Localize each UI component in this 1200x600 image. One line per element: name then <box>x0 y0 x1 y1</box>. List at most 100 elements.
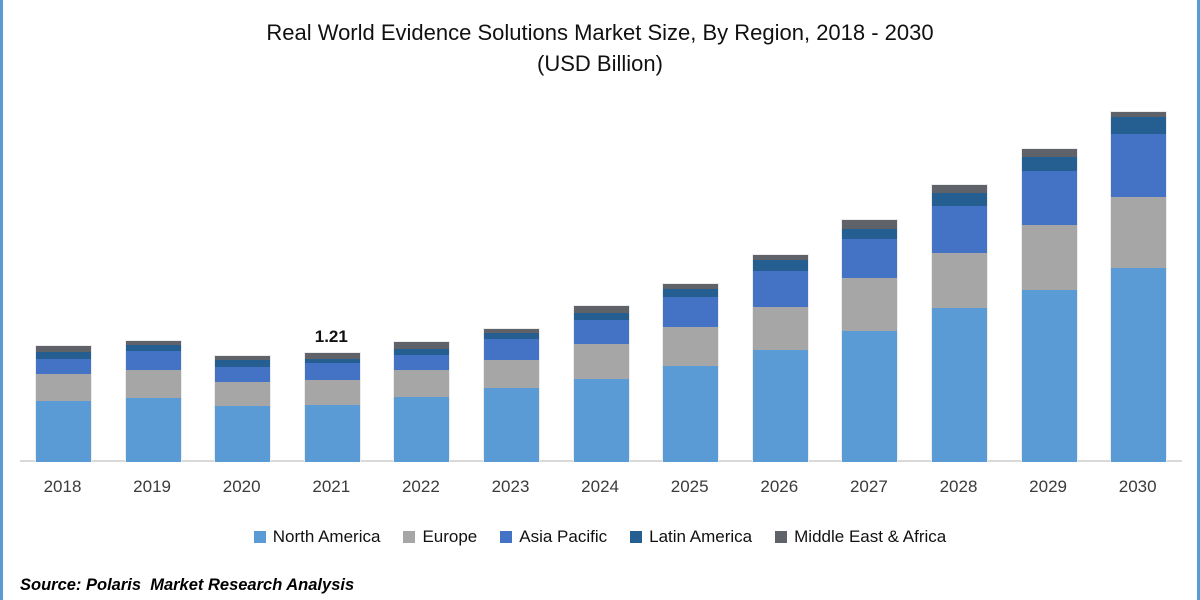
legend-marker-icon <box>630 531 643 543</box>
segment-middle-east-africa-2018 <box>36 345 91 353</box>
segment-europe-2022 <box>394 370 450 398</box>
segment-europe-2030 <box>1111 197 1167 268</box>
bar-2022 <box>393 341 451 462</box>
legend-label: Asia Pacific <box>519 527 608 546</box>
segment-europe-2028 <box>932 253 987 309</box>
segment-middle-east-africa-2026 <box>752 255 808 261</box>
segment-north-america-2018 <box>36 400 91 462</box>
segment-asia-pacific-2024 <box>573 319 629 345</box>
legend-marker-icon <box>253 531 266 543</box>
chart-title-line1: Real World Evidence Solutions Market Siz… <box>266 20 934 45</box>
segment-europe-2024 <box>573 344 629 380</box>
x-axis-label-2022: 2022 <box>401 477 440 496</box>
segment-middle-east-africa-2020 <box>215 355 271 361</box>
x-axis-label-2023: 2023 <box>491 477 530 496</box>
segment-asia-pacific-2025 <box>663 297 719 328</box>
segment-europe-2019 <box>125 370 181 399</box>
chart-title: Real World Evidence Solutions Market Siz… <box>0 17 1200 79</box>
legend-label: Europe <box>422 527 478 546</box>
x-axis-label-2030: 2030 <box>1118 477 1157 496</box>
x-axis-label-2029: 2029 <box>1029 477 1067 496</box>
legend-item-asia-pacific: Asia Pacific <box>500 527 607 547</box>
segment-north-america-2021 <box>304 405 360 462</box>
bar-2026 <box>751 254 809 462</box>
segment-asia-pacific-2020 <box>215 366 271 382</box>
x-axis-label-2021: 2021 <box>312 477 351 496</box>
bar-2025 <box>662 282 720 462</box>
x-axis-label-2019: 2019 <box>133 477 171 496</box>
bar-2029 <box>1020 147 1078 462</box>
segment-asia-pacific-2022 <box>394 354 450 371</box>
x-axis-label-2025: 2025 <box>670 477 709 496</box>
segment-north-america-2026 <box>752 350 808 462</box>
legend-label: North America <box>272 527 381 546</box>
segment-asia-pacific-2018 <box>36 358 91 374</box>
segment-europe-2029 <box>1021 225 1077 291</box>
segment-asia-pacific-2019 <box>125 351 181 371</box>
segment-north-america-2020 <box>215 406 271 462</box>
segment-latin-america-2026 <box>752 260 808 272</box>
bar-2018 <box>35 344 92 462</box>
segment-asia-pacific-2021 <box>304 363 360 381</box>
legend-marker-icon <box>500 531 513 543</box>
segment-latin-america-2025 <box>663 289 719 298</box>
bar-2023 <box>483 327 540 462</box>
segment-north-america-2024 <box>573 379 629 462</box>
segment-europe-2018 <box>36 373 91 401</box>
segment-latin-america-2023 <box>484 333 539 339</box>
segment-middle-east-africa-2025 <box>663 283 719 290</box>
segment-latin-america-2019 <box>125 345 181 352</box>
bar-2028 <box>931 183 988 462</box>
x-axis-label-2027: 2027 <box>849 477 888 496</box>
segment-middle-east-africa-2030 <box>1111 111 1167 118</box>
bar-2030 <box>1110 110 1168 462</box>
legend-label: Middle East & Africa <box>794 527 947 546</box>
segment-europe-2026 <box>752 307 808 351</box>
segment-north-america-2025 <box>663 365 719 462</box>
plot-area <box>30 90 1180 462</box>
segment-middle-east-africa-2021 <box>304 353 360 359</box>
segment-latin-america-2028 <box>932 192 987 206</box>
legend-marker-icon <box>775 531 788 543</box>
segment-middle-east-africa-2027 <box>842 219 898 229</box>
source-note: Source: Polaris Market Research Analysis <box>20 576 355 594</box>
legend-item-middle-east-africa: Middle East & Africa <box>775 527 946 547</box>
bar-2027 <box>841 218 899 462</box>
segment-middle-east-africa-2019 <box>125 341 181 346</box>
segment-latin-america-2024 <box>573 312 629 320</box>
segment-latin-america-2030 <box>1111 117 1167 135</box>
segment-latin-america-2021 <box>304 358 360 364</box>
segment-north-america-2028 <box>932 308 987 462</box>
legend-marker-icon <box>403 531 416 543</box>
segment-europe-2020 <box>215 381 271 407</box>
data-label-2021: 1.21 <box>314 327 348 347</box>
x-axis-label-2026: 2026 <box>760 477 799 496</box>
segment-latin-america-2029 <box>1021 156 1077 172</box>
segment-latin-america-2027 <box>842 228 898 239</box>
legend-label: Latin America <box>649 527 753 546</box>
segment-north-america-2023 <box>484 388 539 462</box>
x-axis-label-2024: 2024 <box>581 477 619 496</box>
segment-middle-east-africa-2029 <box>1021 148 1077 157</box>
segment-asia-pacific-2026 <box>752 271 808 308</box>
left-accent-border <box>0 0 3 600</box>
chart-legend: North America Europe Asia Pacific Latin Ame… <box>0 527 1200 547</box>
chart-title-line2: (USD Billion) <box>537 51 663 76</box>
segment-europe-2021 <box>304 380 360 406</box>
legend-item-europe: Europe <box>403 527 477 547</box>
segment-asia-pacific-2028 <box>932 205 987 254</box>
segment-asia-pacific-2030 <box>1111 134 1167 198</box>
segment-europe-2023 <box>484 360 539 389</box>
segment-middle-east-africa-2023 <box>484 328 539 334</box>
bar-2024 <box>572 305 630 462</box>
segment-asia-pacific-2029 <box>1021 171 1077 226</box>
segment-latin-america-2022 <box>394 348 450 355</box>
legend-item-latin-america: Latin America <box>630 527 752 547</box>
segment-latin-america-2020 <box>215 360 271 367</box>
bar-2020 <box>214 354 272 462</box>
bar-2019 <box>124 340 182 462</box>
bar-2021 <box>303 352 361 462</box>
segment-north-america-2019 <box>125 398 181 462</box>
legend-item-north-america: North America <box>253 527 381 547</box>
